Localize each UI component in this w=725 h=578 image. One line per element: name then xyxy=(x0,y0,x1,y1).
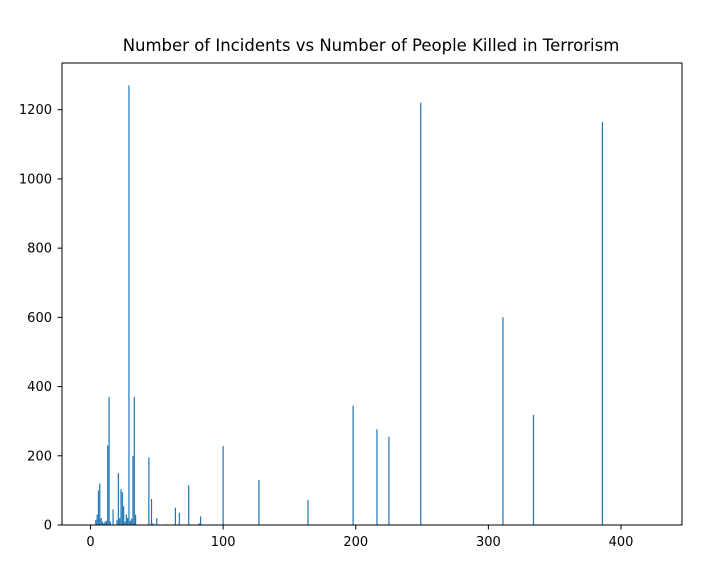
x-tick-label: 300 xyxy=(476,535,501,550)
bar xyxy=(121,492,123,525)
bar xyxy=(222,446,224,525)
y-tick-label: 400 xyxy=(27,380,52,395)
bar xyxy=(112,509,114,525)
bar xyxy=(601,121,604,525)
y-tick-label: 1200 xyxy=(19,103,52,118)
bar xyxy=(420,102,422,526)
bar xyxy=(107,445,109,525)
bar xyxy=(108,396,110,525)
bar xyxy=(502,317,504,525)
x-tick-label: 200 xyxy=(343,535,368,550)
y-tick-label: 0 xyxy=(44,519,52,534)
bar xyxy=(119,518,121,525)
bar xyxy=(128,85,130,526)
plot-frame xyxy=(61,62,683,526)
bar xyxy=(132,455,134,525)
bar xyxy=(148,457,150,525)
bar xyxy=(127,518,129,525)
bar xyxy=(152,523,154,525)
bar xyxy=(124,521,126,525)
y-tick-label: 600 xyxy=(27,311,52,326)
bar xyxy=(97,490,100,525)
bar xyxy=(125,514,127,525)
bar xyxy=(150,499,153,525)
x-tick-label: 100 xyxy=(211,535,236,550)
bar xyxy=(103,523,105,525)
bar xyxy=(352,405,354,525)
bar xyxy=(120,489,122,525)
bar xyxy=(376,429,378,525)
y-tick-label: 800 xyxy=(27,242,52,257)
bar xyxy=(198,523,200,525)
bar xyxy=(109,521,112,525)
bar xyxy=(131,518,133,525)
bar xyxy=(133,396,135,525)
bar xyxy=(117,473,119,525)
bar xyxy=(174,507,176,525)
x-tick-label: 0 xyxy=(86,535,94,550)
bar xyxy=(129,520,131,525)
x-tick-label: 400 xyxy=(609,535,634,550)
bar xyxy=(100,518,102,525)
bar xyxy=(116,519,118,525)
bar xyxy=(188,485,190,525)
bars-group xyxy=(95,85,604,526)
bar xyxy=(96,514,98,525)
bar xyxy=(105,520,108,525)
bar xyxy=(307,500,309,525)
bar xyxy=(156,518,158,525)
bar xyxy=(104,521,106,525)
bar xyxy=(135,514,137,525)
bar xyxy=(532,414,535,525)
y-tick-label: 200 xyxy=(27,449,52,464)
bar xyxy=(178,512,180,525)
bar xyxy=(99,483,101,525)
chart-title: Number of Incidents vs Number of People … xyxy=(123,36,620,55)
bar xyxy=(123,505,125,525)
bar xyxy=(258,480,260,525)
y-axis: 0 200 400 600 800 1000 1200 xyxy=(19,103,62,534)
x-axis: 0 100 200 300 400 xyxy=(86,525,633,550)
bar xyxy=(388,436,390,525)
bar xyxy=(95,519,97,525)
bar xyxy=(101,521,104,525)
bar xyxy=(199,516,202,525)
y-tick-label: 1000 xyxy=(19,172,52,187)
